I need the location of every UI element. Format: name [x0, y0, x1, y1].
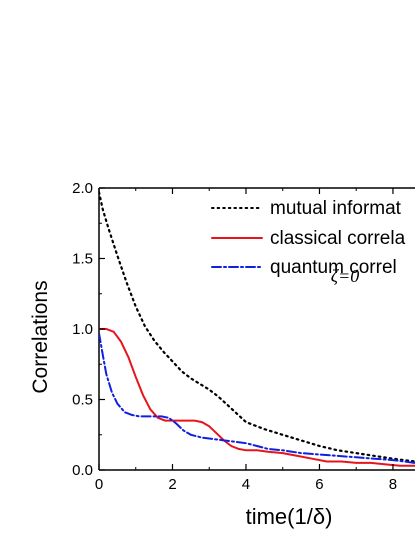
- legend-label-3: quantum correl: [270, 257, 397, 278]
- series-layer: [99, 191, 415, 467]
- x-tick-label: 8: [389, 476, 397, 493]
- series-line-1: [99, 191, 415, 463]
- legend: mutual informat classical correla quantum …: [211, 198, 406, 278]
- zeta-annotation: ζ=0: [331, 266, 359, 286]
- series-line-2: [99, 328, 415, 467]
- x-tick-label: 0: [95, 476, 103, 493]
- series-line-3: [99, 332, 415, 464]
- y-tick-label: 1.0: [72, 321, 93, 338]
- x-tick-label: 2: [168, 476, 176, 493]
- y-tick-label: 2.0: [72, 180, 93, 197]
- y-tick-label: 0.0: [72, 462, 93, 479]
- legend-label-1: mutual informat: [270, 198, 402, 219]
- y-axis-label: Correlations: [29, 280, 52, 393]
- ticks-layer: 0 2 4 6 8 0.0 0.5 1.0 1.5 2.0: [72, 180, 397, 493]
- x-axis-label: time(1/δ): [246, 504, 333, 529]
- x-tick-label: 6: [315, 476, 323, 493]
- y-tick-label: 1.5: [72, 251, 93, 268]
- legend-label-2: classical correla: [270, 228, 406, 249]
- y-tick-label: 0.5: [72, 392, 93, 409]
- x-tick-label: 4: [242, 476, 250, 493]
